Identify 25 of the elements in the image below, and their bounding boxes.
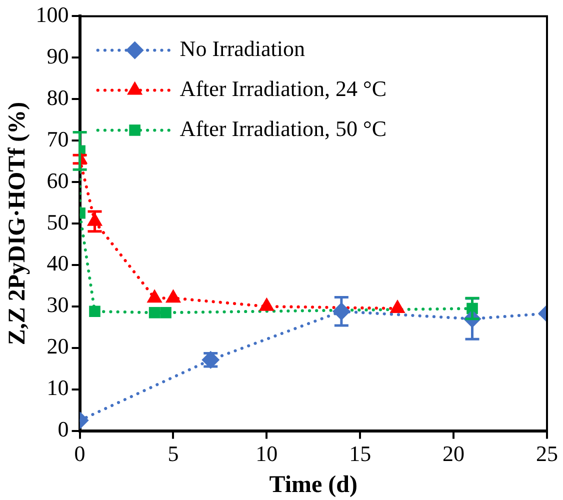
point [160,306,172,318]
x-tick-label: 5 [168,440,179,466]
y-tick-label: 50 [46,209,69,234]
x-tick-label: 25 [536,440,558,466]
x-tick-label: 0 [74,440,86,466]
y-tick-label: 20 [46,334,69,359]
y-tick-label: 80 [46,84,69,110]
legend-label: After Irradiation, 50 °C [180,116,387,141]
y-tick-label: 60 [46,168,69,193]
x-tick-label: 15 [349,440,372,466]
y-tick-label: 10 [46,375,69,400]
point [148,306,160,318]
y-tick-label: 90 [46,43,69,68]
legend-label: No Irradiation [180,36,306,61]
y-tick-label: 30 [46,292,69,318]
y-tick-label: 0 [58,416,69,442]
y-axis-title: Z,Z 2PyDIG·HOTf (%) [4,102,31,346]
x-axis-title: Time (d) [269,472,358,498]
y-tick-label: 100 [36,2,69,27]
x-tick-label: 10 [256,440,278,466]
y-tick-label: 70 [46,126,69,152]
y-tick-label: 40 [46,250,69,276]
point [89,306,100,318]
x-tick-label: 20 [442,440,465,466]
legend-label: After Irradiation, 24 °C [180,76,387,101]
